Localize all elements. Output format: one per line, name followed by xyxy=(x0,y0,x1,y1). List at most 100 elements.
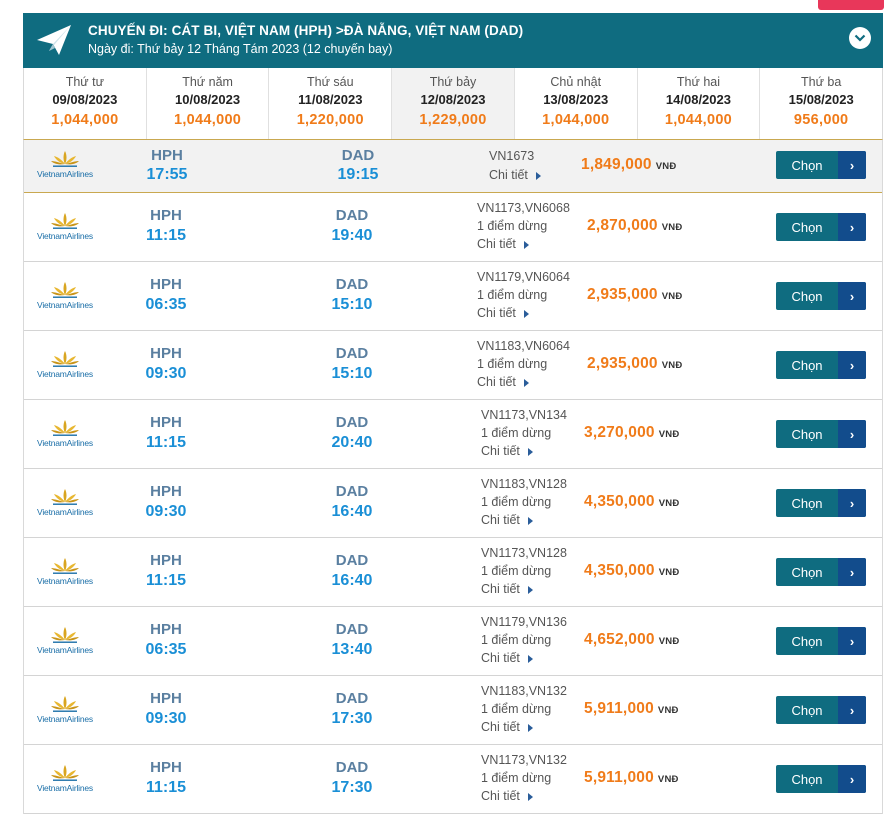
select-flight-button[interactable]: Chọn › xyxy=(776,558,866,586)
detail-label: Chi tiết xyxy=(481,513,520,527)
select-flight-button[interactable]: Chọn › xyxy=(776,213,866,241)
flight-detail-link[interactable]: Chi tiết xyxy=(481,582,533,596)
price-value: 2,870,000 xyxy=(587,217,658,234)
departure-time: 06:35 xyxy=(145,641,187,658)
date-tab[interactable]: Thứ ba 15/08/2023 956,000 xyxy=(760,68,882,139)
arrival-time: 16:40 xyxy=(331,503,373,520)
chevron-right-icon: › xyxy=(838,351,866,379)
airline-logo: VietnamAirlines xyxy=(30,626,100,658)
flight-row: VietnamAirlines HPH 06:35 DAD 15:10 VN1179,VN… xyxy=(24,262,882,331)
flight-price: 4,350,000 VNĐ xyxy=(584,493,679,511)
date-tab-day: Thứ ba xyxy=(801,75,842,89)
departure-time: 11:15 xyxy=(145,779,187,796)
flight-price: 4,652,000 VNĐ xyxy=(584,631,679,649)
flight-detail-link[interactable]: Chi tiết xyxy=(477,375,529,389)
corner-tab[interactable] xyxy=(818,0,884,10)
currency-label: VNĐ xyxy=(658,567,680,578)
airline-name: VietnamAirlines xyxy=(37,507,93,517)
stops-label: 1 điểm dừng xyxy=(481,426,552,440)
airline-logo: VietnamAirlines xyxy=(30,764,100,796)
caret-right-icon xyxy=(527,792,533,801)
chevron-down-icon xyxy=(854,34,866,42)
flight-detail-link[interactable]: Chi tiết xyxy=(481,444,533,458)
select-flight-button[interactable]: Chọn › xyxy=(776,420,866,448)
detail-label: Chi tiết xyxy=(489,168,528,182)
select-label: Chọn xyxy=(791,288,823,304)
stops-label: 1 điểm dừng xyxy=(481,633,552,647)
departure-time: 09:30 xyxy=(145,365,187,382)
airline-logo: VietnamAirlines xyxy=(30,350,100,382)
chevron-right-icon: › xyxy=(838,696,866,724)
lotus-logo-icon xyxy=(51,151,79,167)
arrival-time: 20:40 xyxy=(331,434,373,451)
detail-label: Chi tiết xyxy=(477,306,516,320)
currency-label: VNĐ xyxy=(657,774,679,785)
lotus-logo-icon xyxy=(51,627,79,643)
origin-code: HPH xyxy=(150,345,182,362)
select-flight-button[interactable]: Chọn › xyxy=(776,696,866,724)
currency-label: VNĐ xyxy=(658,429,680,440)
date-tab[interactable]: Thứ năm 10/08/2023 1,044,000 xyxy=(147,68,270,139)
flight-detail-link[interactable]: Chi tiết xyxy=(477,237,529,251)
date-tab[interactable]: Chủ nhật 13/08/2023 1,044,000 xyxy=(515,68,638,139)
caret-right-icon xyxy=(527,516,533,525)
airline-name: VietnamAirlines xyxy=(37,576,93,586)
airline-logo: VietnamAirlines xyxy=(30,150,100,182)
trip-header: CHUYẾN ĐI: CÁT BI, VIỆT NAM (HPH) >ĐÀ NẴ… xyxy=(23,13,883,68)
date-selector: Thứ tư 09/08/2023 1,044,000 Thứ năm 10/08/20… xyxy=(23,68,883,140)
currency-label: VNĐ xyxy=(661,291,683,302)
flight-detail-link[interactable]: Chi tiết xyxy=(481,513,533,527)
flight-number: VN1179,VN6064 xyxy=(477,270,570,284)
flight-number: VN1173,VN6068 xyxy=(477,201,570,215)
price-value: 3,270,000 xyxy=(584,424,655,441)
lotus-logo-icon xyxy=(51,765,79,781)
currency-label: VNĐ xyxy=(657,705,679,716)
select-flight-button[interactable]: Chọn › xyxy=(776,765,866,793)
flight-row: VietnamAirlines HPH 09:30 DAD 17:30 VN1183,VN… xyxy=(24,676,882,745)
stops-label: 1 điểm dừng xyxy=(477,219,548,233)
arrival-time: 17:30 xyxy=(331,710,373,727)
select-flight-button[interactable]: Chọn › xyxy=(776,282,866,310)
destination-code: DAD xyxy=(335,690,369,707)
select-flight-button[interactable]: Chọn › xyxy=(776,151,866,179)
date-tab[interactable]: Thứ hai 14/08/2023 1,044,000 xyxy=(638,68,761,139)
flight-number: VN1183,VN128 xyxy=(481,477,567,491)
flight-number: VN1173,VN134 xyxy=(481,408,567,422)
flight-detail-link[interactable]: Chi tiết xyxy=(489,168,541,182)
select-flight-button[interactable]: Chọn › xyxy=(776,351,866,379)
stops-label: 1 điểm dừng xyxy=(481,771,552,785)
stops-label: 1 điểm dừng xyxy=(477,288,548,302)
price-value: 5,911,000 xyxy=(584,700,654,717)
date-tab-day: Thứ năm xyxy=(182,75,233,89)
price-value: 4,350,000 xyxy=(584,562,655,579)
flight-detail-link[interactable]: Chi tiết xyxy=(481,789,533,803)
flight-detail-link[interactable]: Chi tiết xyxy=(481,720,533,734)
departure-time: 11:15 xyxy=(145,434,187,451)
collapse-toggle-button[interactable] xyxy=(849,27,871,49)
origin-code: HPH xyxy=(151,147,183,164)
chevron-right-icon: › xyxy=(838,282,866,310)
select-flight-button[interactable]: Chọn › xyxy=(776,489,866,517)
caret-right-icon xyxy=(523,309,529,318)
flight-row: VietnamAirlines HPH 11:15 DAD 17:30 VN1173,VN… xyxy=(24,745,882,814)
flight-detail-link[interactable]: Chi tiết xyxy=(477,306,529,320)
airline-name: VietnamAirlines xyxy=(37,300,93,310)
date-tab-day: Thứ sáu xyxy=(307,75,354,89)
chevron-right-icon: › xyxy=(838,765,866,793)
caret-right-icon xyxy=(527,447,533,456)
date-tab[interactable]: Thứ sáu 11/08/2023 1,220,000 xyxy=(269,68,393,139)
date-tab-day: Chủ nhật xyxy=(550,75,602,89)
date-tab-date: 13/08/2023 xyxy=(543,92,609,107)
date-tab-price: 1,044,000 xyxy=(173,112,242,128)
date-tab-price: 956,000 xyxy=(793,112,849,128)
arrival-time: 16:40 xyxy=(331,572,373,589)
select-flight-button[interactable]: Chọn › xyxy=(776,627,866,655)
flight-detail-link[interactable]: Chi tiết xyxy=(481,651,533,665)
arrival-time: 19:40 xyxy=(331,227,373,244)
date-tab[interactable]: Thứ tư 09/08/2023 1,044,000 xyxy=(24,68,147,139)
date-tab[interactable]: Thứ bảy 12/08/2023 1,229,000 xyxy=(392,68,515,139)
airline-name: VietnamAirlines xyxy=(37,231,93,241)
airline-name: VietnamAirlines xyxy=(37,783,93,793)
origin-code: HPH xyxy=(150,690,182,707)
lotus-logo-icon xyxy=(51,213,79,229)
